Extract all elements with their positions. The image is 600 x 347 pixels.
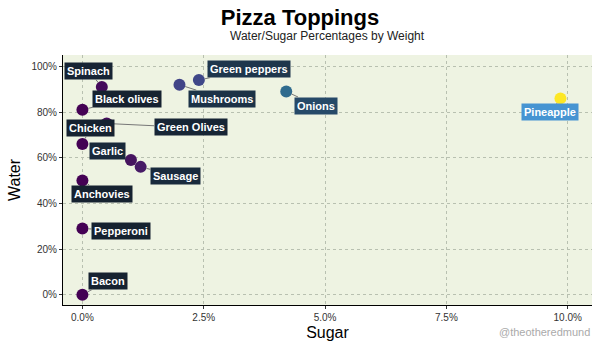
- svg-text:Water: Water: [6, 158, 23, 201]
- svg-text:Garlic: Garlic: [92, 145, 123, 157]
- svg-text:Water/Sugar Percentages by Wei: Water/Sugar Percentages by Weight: [230, 29, 425, 43]
- svg-text:Pizza Toppings: Pizza Toppings: [221, 5, 379, 30]
- svg-text:Sausage: Sausage: [153, 170, 198, 182]
- svg-text:Anchovies: Anchovies: [74, 188, 130, 200]
- svg-text:0%: 0%: [43, 289, 58, 300]
- svg-text:2.5%: 2.5%: [192, 312, 215, 323]
- svg-text:40%: 40%: [37, 198, 57, 209]
- svg-text:80%: 80%: [37, 107, 57, 118]
- svg-text:Mushrooms: Mushrooms: [191, 93, 253, 105]
- svg-text:0.0%: 0.0%: [71, 312, 94, 323]
- svg-text:Spinach: Spinach: [67, 65, 110, 77]
- svg-text:@theotheredmund: @theotheredmund: [499, 326, 590, 338]
- svg-text:7.5%: 7.5%: [435, 312, 458, 323]
- svg-text:Green Olives: Green Olives: [157, 121, 225, 133]
- svg-text:60%: 60%: [37, 152, 57, 163]
- svg-text:10.0%: 10.0%: [554, 312, 582, 323]
- svg-text:Onions: Onions: [297, 100, 335, 112]
- svg-text:Pepperoni: Pepperoni: [94, 225, 148, 237]
- svg-text:Chicken: Chicken: [69, 122, 112, 134]
- svg-text:Bacon: Bacon: [91, 275, 125, 287]
- svg-text:Green peppers: Green peppers: [210, 63, 288, 75]
- svg-text:100%: 100%: [31, 61, 57, 72]
- svg-text:20%: 20%: [37, 244, 57, 255]
- svg-text:Pineapple: Pineapple: [524, 106, 576, 118]
- svg-text:Black olives: Black olives: [95, 93, 159, 105]
- svg-text:5.0%: 5.0%: [314, 312, 337, 323]
- svg-text:Sugar: Sugar: [306, 324, 349, 341]
